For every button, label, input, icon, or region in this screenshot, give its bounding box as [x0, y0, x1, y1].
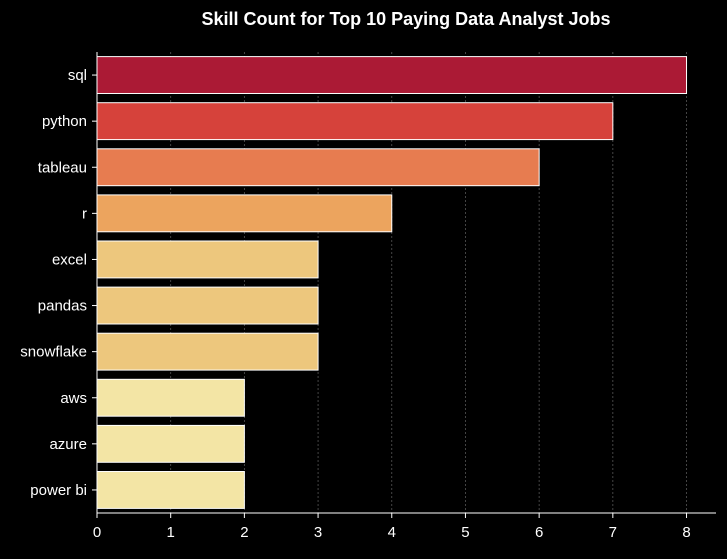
y-tick-label-azure: azure [49, 436, 87, 453]
bars [96, 56, 688, 509]
y-tick-label-r: r [82, 205, 87, 222]
y-tick-label-tableau: tableau [38, 159, 87, 176]
x-tick-label-8: 8 [682, 524, 690, 541]
y-tick-label-snowflake: snowflake [20, 344, 87, 361]
y-tick-label-sql: sql [68, 67, 87, 84]
bar-azure [96, 424, 245, 463]
y-tick-label-excel: excel [52, 251, 87, 268]
bar-python [96, 102, 614, 141]
x-tick-label-7: 7 [609, 524, 617, 541]
x-tick-label-2: 2 [240, 524, 248, 541]
bar-power-bi [96, 471, 245, 509]
bar-tableau [96, 148, 540, 187]
bar-snowflake [96, 332, 319, 371]
bar-pandas [96, 286, 319, 325]
y-tick-label-pandas: pandas [38, 298, 87, 315]
bar-r [96, 194, 393, 233]
x-tick-label-3: 3 [314, 524, 322, 541]
y-tick-label-aws: aws [60, 390, 87, 407]
bar-aws [96, 378, 245, 417]
bar-excel [96, 240, 319, 279]
chart-title: Skill Count for Top 10 Paying Data Analy… [201, 9, 610, 29]
bar-sql [96, 56, 688, 94]
x-tick-label-1: 1 [167, 524, 175, 541]
axes: sql python tableau r excel pandas snowflake aws… [20, 52, 716, 541]
x-tick-label-5: 5 [461, 524, 469, 541]
x-tick-label-0: 0 [93, 524, 101, 541]
y-tick-label-power-bi: power bi [30, 482, 87, 499]
y-tick-label-python: python [42, 113, 87, 130]
x-tick-label-6: 6 [535, 524, 543, 541]
x-tick-label-4: 4 [388, 524, 396, 541]
